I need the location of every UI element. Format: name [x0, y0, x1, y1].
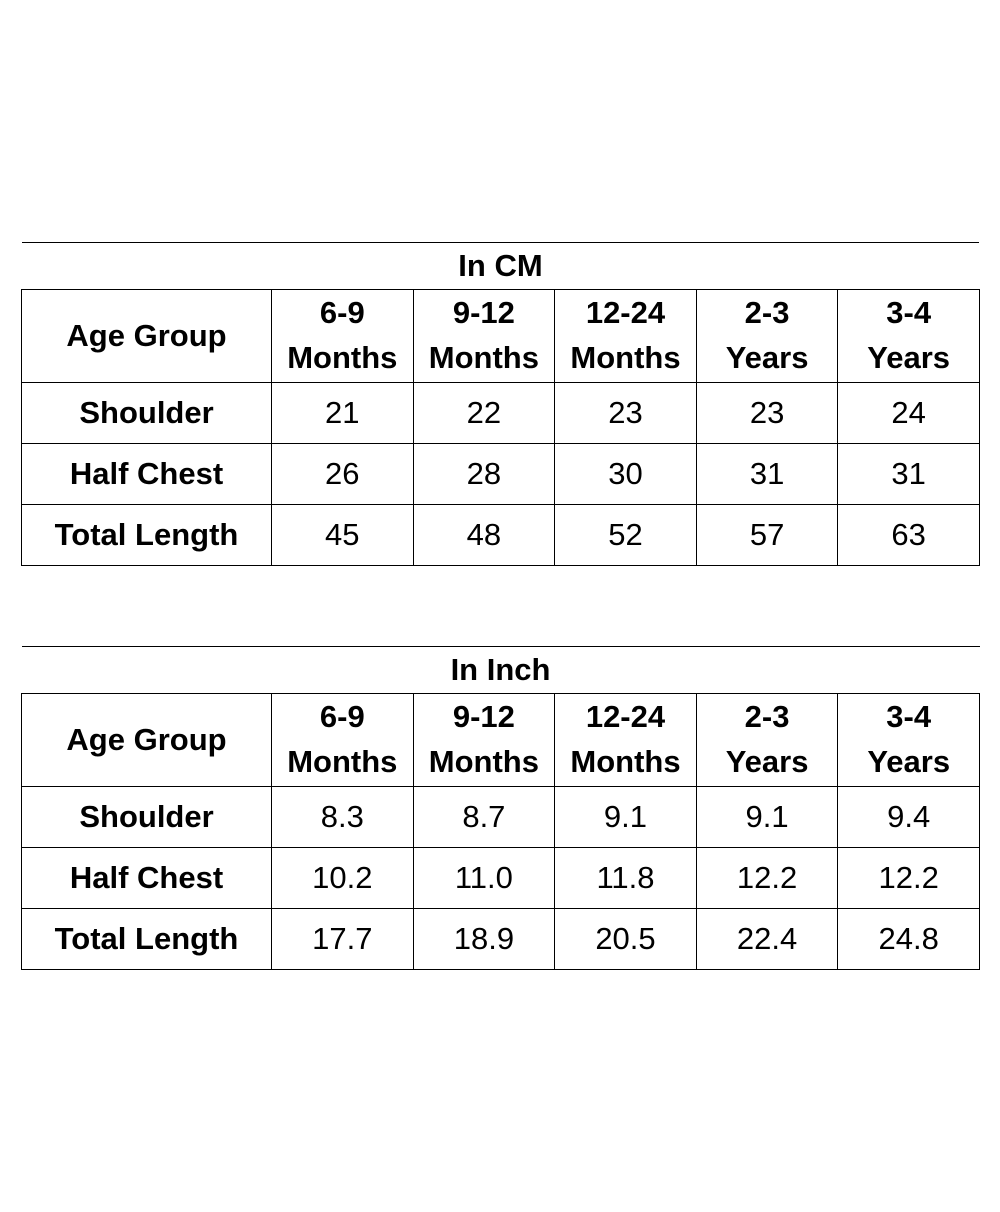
table-cell: 57	[695, 504, 839, 566]
column-header: 9-12 Months	[412, 289, 556, 383]
table-header-row: Age Group 6-9 Months 9-12 Months 12-24 Mont…	[21, 289, 980, 383]
size-table-inch: In Inch Age Group 6-9 Months 9-12 Months 1…	[21, 646, 981, 970]
table-cell: 24	[837, 382, 980, 444]
table-cell: 18.9	[412, 908, 556, 970]
table-cell: 9.1	[695, 786, 839, 848]
table-title: In CM	[21, 242, 980, 290]
row-label: Shoulder	[21, 382, 272, 444]
table-cell: 17.7	[271, 908, 414, 970]
table-header-row: Age Group 6-9 Months 9-12 Months 12-24 Mont…	[21, 693, 981, 787]
table-cell: 21	[271, 382, 414, 444]
table-cell: 8.3	[271, 786, 414, 848]
table-cell: 23	[695, 382, 839, 444]
column-header: 2-3 Years	[695, 693, 839, 787]
table-row: Half Chest 26 28 30 31 31	[21, 443, 980, 505]
table-cell: 28	[412, 443, 556, 505]
table-cell: 48	[412, 504, 556, 566]
table-cell: 45	[271, 504, 414, 566]
table-cell: 9.1	[554, 786, 697, 848]
column-header: 12-24 Months	[554, 693, 697, 787]
column-header: 6-9 Months	[271, 289, 414, 383]
table-title-row: In CM	[21, 242, 980, 290]
column-header: 12-24 Months	[554, 289, 697, 383]
table-cell: 20.5	[554, 908, 697, 970]
row-label: Total Length	[21, 908, 272, 970]
column-header: 3-4 Years	[837, 289, 980, 383]
table-cell: 12.2	[695, 847, 839, 909]
age-group-header: Age Group	[21, 693, 272, 787]
row-label: Total Length	[21, 504, 272, 566]
table-cell: 31	[695, 443, 839, 505]
table-row: Half Chest 10.2 11.0 11.8 12.2 12.2	[21, 847, 981, 909]
table-row: Total Length 17.7 18.9 20.5 22.4 24.8	[21, 908, 981, 970]
table-cell: 8.7	[412, 786, 556, 848]
row-label: Half Chest	[21, 847, 272, 909]
table-cell: 63	[837, 504, 980, 566]
table-row: Shoulder 8.3 8.7 9.1 9.1 9.4	[21, 786, 981, 848]
table-row: Shoulder 21 22 23 23 24	[21, 382, 980, 444]
table-cell: 11.8	[554, 847, 697, 909]
age-group-header: Age Group	[21, 289, 272, 383]
table-cell: 30	[554, 443, 697, 505]
table-cell: 23	[554, 382, 697, 444]
table-cell: 31	[837, 443, 980, 505]
column-header: 6-9 Months	[271, 693, 414, 787]
table-cell: 22	[412, 382, 556, 444]
table-title: In Inch	[21, 646, 980, 694]
table-cell: 10.2	[271, 847, 414, 909]
table-cell: 11.0	[412, 847, 556, 909]
table-cell: 26	[271, 443, 414, 505]
table-cell: 9.4	[837, 786, 981, 848]
column-header: 2-3 Years	[695, 289, 839, 383]
table-cell: 52	[554, 504, 697, 566]
column-header: 3-4 Years	[837, 693, 981, 787]
table-cell: 12.2	[837, 847, 981, 909]
table-title-row: In Inch	[21, 646, 980, 694]
table-cell: 22.4	[695, 908, 839, 970]
row-label: Shoulder	[21, 786, 272, 848]
column-header: 9-12 Months	[412, 693, 556, 787]
size-table-cm: In CM Age Group 6-9 Months 9-12 Months 12-…	[21, 242, 980, 566]
table-row: Total Length 45 48 52 57 63	[21, 504, 980, 566]
row-label: Half Chest	[21, 443, 272, 505]
table-cell: 24.8	[837, 908, 981, 970]
